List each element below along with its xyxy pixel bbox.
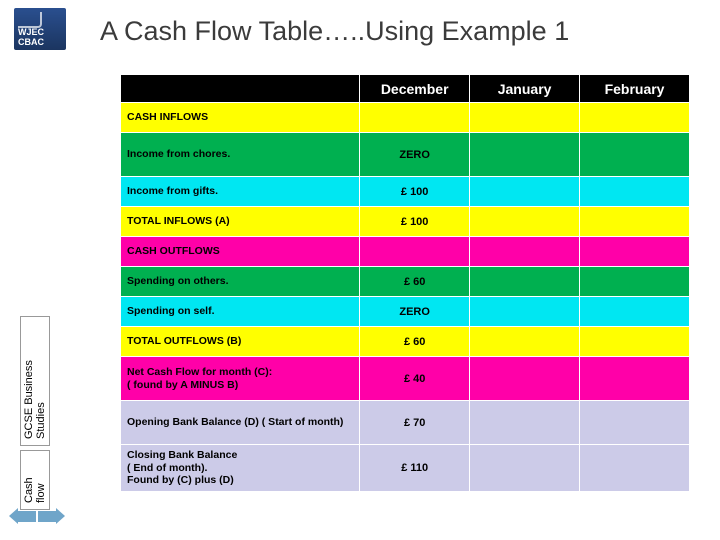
cash-flow-table: DecemberJanuaryFebruaryCASH INFLOWSIncom…: [120, 74, 690, 492]
cell-r1-c0: ZERO: [360, 133, 470, 177]
header-month-2: February: [580, 75, 690, 103]
cash-flow-table-wrap: DecemberJanuaryFebruaryCASH INFLOWSIncom…: [120, 74, 690, 492]
header-month-0: December: [360, 75, 470, 103]
cell-r2-c2: [580, 177, 690, 207]
row-label-7: TOTAL OUTFLOWS (B): [121, 327, 360, 357]
cell-r5-c0: £ 60: [360, 267, 470, 297]
cell-r8-c0: £ 40: [360, 357, 470, 401]
cell-r1-c2: [580, 133, 690, 177]
row-label-1: Income from chores.: [121, 133, 360, 177]
cell-r7-c2: [580, 327, 690, 357]
cell-r9-c2: [580, 401, 690, 445]
cell-r10-c0: £ 110: [360, 445, 470, 492]
row-label-3: TOTAL INFLOWS (A): [121, 207, 360, 237]
cell-r10-c2: [580, 445, 690, 492]
cell-r8-c1: [470, 357, 580, 401]
cell-r6-c1: [470, 297, 580, 327]
cell-r9-c1: [470, 401, 580, 445]
side-label-course: GCSE Business Studies: [20, 316, 50, 446]
page-title: A Cash Flow Table…..Using Example 1: [100, 16, 569, 47]
cell-r0-c1: [470, 103, 580, 133]
cell-r7-c1: [470, 327, 580, 357]
cell-r6-c2: [580, 297, 690, 327]
cell-r4-c2: [580, 237, 690, 267]
cell-r4-c1: [470, 237, 580, 267]
row-label-10: Closing Bank Balance( End of month).Foun…: [121, 445, 360, 492]
row-label-5: Spending on others.: [121, 267, 360, 297]
cell-r3-c1: [470, 207, 580, 237]
logo-text-2: CBAC: [18, 37, 44, 47]
cell-r0-c0: [360, 103, 470, 133]
header-empty-cell: [121, 75, 360, 103]
side-label-topic: Cash flow: [20, 450, 50, 510]
cell-r2-c1: [470, 177, 580, 207]
cell-r5-c2: [580, 267, 690, 297]
nav-arrows: [18, 511, 56, 522]
cell-r9-c0: £ 70: [360, 401, 470, 445]
cell-r2-c0: £ 100: [360, 177, 470, 207]
cell-r7-c0: £ 60: [360, 327, 470, 357]
cell-r10-c1: [470, 445, 580, 492]
arrow-right-icon[interactable]: [38, 511, 56, 522]
row-label-9: Opening Bank Balance (D) ( Start of mont…: [121, 401, 360, 445]
cell-r5-c1: [470, 267, 580, 297]
row-label-6: Spending on self.: [121, 297, 360, 327]
header-month-1: January: [470, 75, 580, 103]
row-label-0: CASH INFLOWS: [121, 103, 360, 133]
logo-text-1: WJEC: [18, 27, 44, 37]
row-label-8: Net Cash Flow for month (C):( found by A…: [121, 357, 360, 401]
cell-r3-c0: £ 100: [360, 207, 470, 237]
row-label-2: Income from gifts.: [121, 177, 360, 207]
cell-r3-c2: [580, 207, 690, 237]
side-labels: GCSE Business Studies Cash flow: [20, 312, 50, 510]
cell-r0-c2: [580, 103, 690, 133]
logo-badge: WJEC CBAC: [14, 8, 66, 50]
cell-r6-c0: ZERO: [360, 297, 470, 327]
arrow-left-icon[interactable]: [18, 511, 36, 522]
row-label-4: CASH OUTFLOWS: [121, 237, 360, 267]
cell-r8-c2: [580, 357, 690, 401]
cell-r1-c1: [470, 133, 580, 177]
cell-r4-c0: [360, 237, 470, 267]
